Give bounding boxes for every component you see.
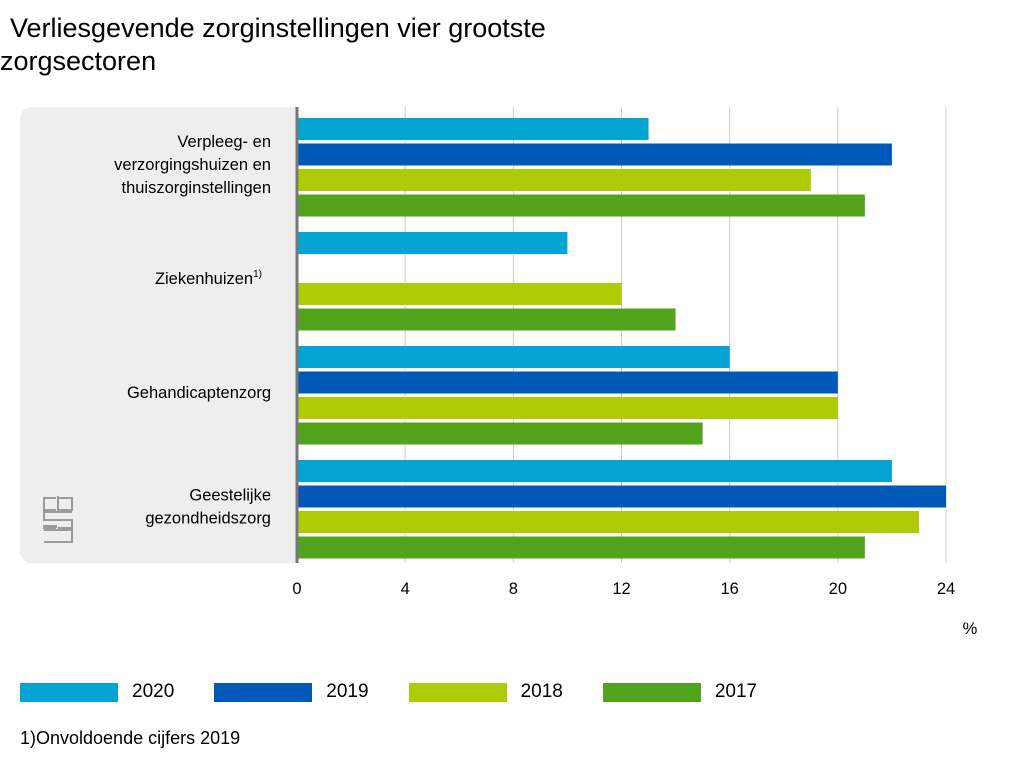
legend-item-2020: 2020 <box>20 681 174 703</box>
bar-2017 <box>297 308 676 331</box>
bar-2017 <box>297 536 865 559</box>
bar-2019 <box>297 371 838 394</box>
bar-2018 <box>297 283 622 305</box>
legend-swatch <box>602 682 701 702</box>
bar-2017 <box>297 422 703 445</box>
legend-label: 2020 <box>132 681 175 702</box>
bar-2018 <box>297 511 919 533</box>
footnote: 1)Onvoldoende cijfers 2019 <box>20 728 241 748</box>
legend-label: 2017 <box>714 681 758 702</box>
chart-title: Verliesgevende zorginstellingen vier gro… <box>0 13 546 76</box>
category-labels: Verpleeg- en verzorgingshuizen en thuiszor… <box>114 133 271 528</box>
x-tick-label: 4 <box>401 580 410 598</box>
category-label: Ziekenhuizen1) <box>155 269 262 288</box>
x-tick-label: 12 <box>612 580 630 598</box>
category-label: Geestelijke gezondheidszorg <box>145 487 271 528</box>
legend-label: 2018 <box>520 681 563 702</box>
bar-2019 <box>297 143 892 166</box>
bar-2018 <box>297 397 838 419</box>
category-label: Gehandicaptenzorg <box>127 384 271 402</box>
legend-swatch <box>214 682 313 702</box>
x-tick-label: 8 <box>509 580 518 598</box>
x-axis-unit: % <box>963 620 978 638</box>
legend: 2020 2019 2018 2017 <box>20 680 797 704</box>
category-label: Verpleeg- en verzorgingshuizen en thuiszor… <box>114 133 271 197</box>
x-tick-label: 16 <box>720 580 738 598</box>
bars <box>297 118 946 559</box>
x-tick-label: 24 <box>937 580 955 598</box>
bar-2018 <box>297 169 811 191</box>
x-tick-label: 0 <box>292 580 301 598</box>
bar-2020 <box>297 460 892 482</box>
bar-2020 <box>297 118 649 140</box>
bar-2020 <box>297 346 730 368</box>
legend-item-2018: 2018 <box>408 681 563 703</box>
legend-item-2017: 2017 <box>602 681 758 703</box>
legend-item-2019: 2019 <box>214 681 369 703</box>
legend-swatch <box>20 682 118 702</box>
bar-2017 <box>297 194 865 217</box>
x-tick-label: 20 <box>829 580 847 598</box>
x-tick-labels: 0 4 8 12 16 20 24 <box>292 580 955 598</box>
cbs-logo-icon <box>43 496 73 543</box>
bar-2020 <box>297 232 568 254</box>
bar-chart: Verpleeg- en verzorgingshuizen en thuiszor… <box>20 107 978 638</box>
legend-label: 2019 <box>326 681 369 702</box>
bar-2019 <box>297 485 946 508</box>
legend-swatch <box>408 682 507 702</box>
